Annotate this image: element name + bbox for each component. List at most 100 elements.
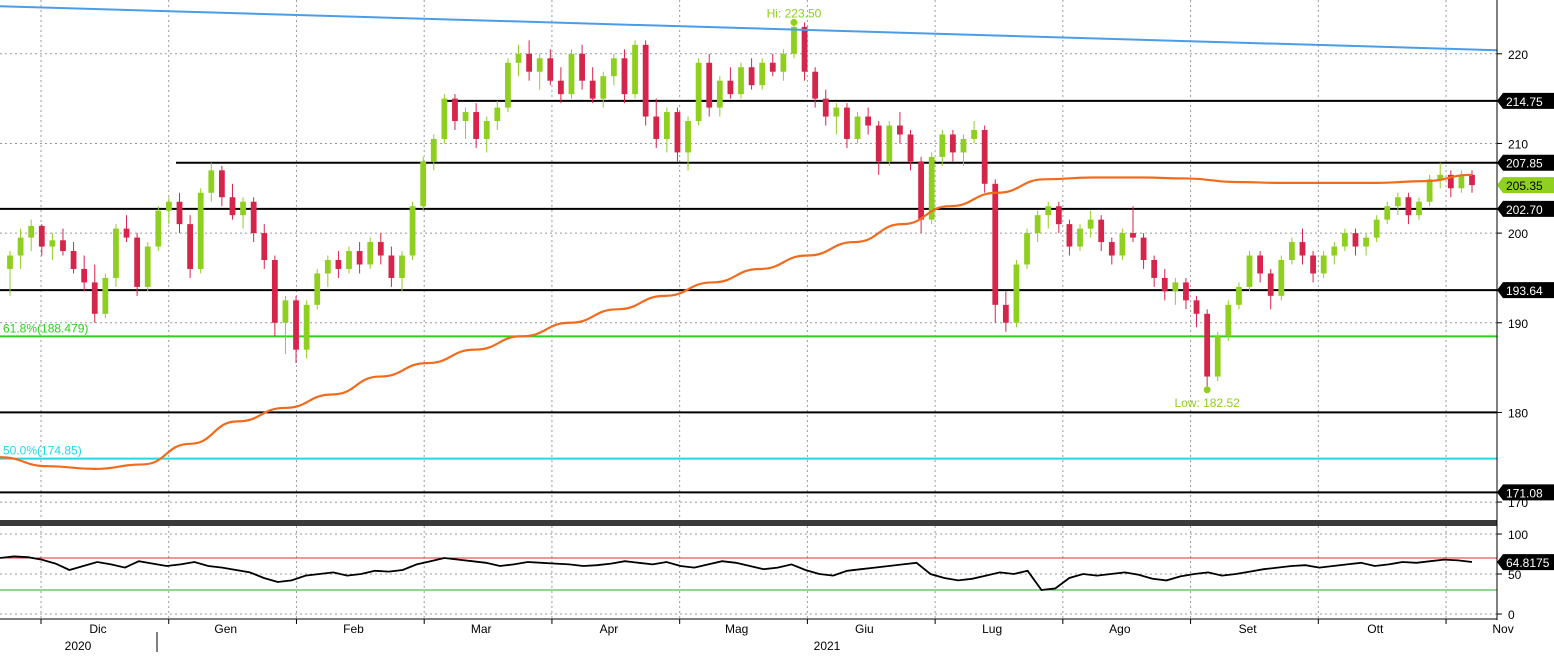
candle-down: [91, 282, 98, 314]
x-tick-label: Ott: [1367, 622, 1384, 636]
price-tag: [1497, 177, 1554, 194]
candle-down: [1405, 197, 1412, 216]
candle-down: [1130, 233, 1136, 238]
candle-up: [430, 138, 437, 162]
x-tick-label: Gen: [214, 622, 237, 636]
candle-down: [642, 44, 649, 117]
candle-down: [473, 112, 480, 139]
candle-down: [388, 255, 395, 278]
candle-down: [38, 225, 45, 247]
candle-down: [1140, 237, 1147, 260]
candle-up: [483, 121, 490, 139]
candle-up: [536, 58, 543, 72]
fib-50-label: 50.0%(174.85): [3, 444, 82, 458]
candle-up: [1119, 233, 1126, 256]
y-tick-label: 220: [1508, 48, 1528, 62]
candle-down: [1352, 233, 1359, 247]
candle-up: [1289, 242, 1295, 260]
candle-up: [1087, 219, 1094, 229]
year-label: 2021: [814, 639, 841, 653]
candle-up: [1024, 233, 1030, 265]
candle-down: [907, 134, 914, 162]
candle-up: [1426, 179, 1433, 202]
candle-down: [176, 201, 183, 225]
candle-up: [1394, 197, 1401, 207]
high-marker: [790, 18, 798, 26]
candle-down: [621, 58, 628, 95]
candle-down: [844, 107, 850, 139]
candle-down: [1447, 174, 1454, 189]
candle-down: [981, 130, 988, 184]
candle-up: [1458, 174, 1465, 189]
candle-up: [399, 255, 405, 278]
y-tick-label: 180: [1508, 406, 1528, 420]
candle-up: [1225, 304, 1232, 337]
price-tag-label: 171.08: [1506, 486, 1543, 500]
candle-down: [218, 170, 225, 198]
candle-down: [769, 62, 776, 72]
candle-up: [1278, 260, 1285, 296]
candle-down: [1002, 304, 1009, 323]
price-tag: [1497, 282, 1554, 299]
year-label: 2020: [65, 639, 92, 653]
candle-up: [759, 62, 766, 86]
price-tag-label: 202.70: [1506, 203, 1543, 217]
candle-up: [685, 121, 691, 153]
candle-down: [1183, 282, 1189, 301]
moving-average-line: [0, 173, 1473, 470]
candle-down: [1161, 277, 1168, 292]
price-tag-label: 214.75: [1506, 95, 1543, 109]
candle-up: [282, 300, 289, 323]
candle-up: [303, 304, 310, 350]
candle-up: [663, 112, 670, 139]
candle-down: [727, 80, 734, 95]
price-tag: [1497, 484, 1554, 501]
candle-up: [1331, 246, 1338, 256]
candle-up: [854, 116, 861, 139]
candle-down: [949, 134, 956, 153]
candle-up: [971, 130, 977, 139]
candles: [7, 22, 1475, 390]
candle-up: [324, 260, 331, 274]
candle-down: [60, 240, 66, 252]
candle-down: [335, 260, 342, 269]
candle-down: [589, 80, 596, 99]
price-tag: [1497, 92, 1554, 109]
candle-down: [875, 125, 882, 162]
x-tick-label: Apr: [600, 622, 619, 636]
candle-down: [1151, 260, 1158, 278]
candle-up: [833, 107, 840, 117]
candle-down: [81, 268, 88, 283]
candle-down: [1299, 242, 1306, 256]
candle-up: [113, 228, 119, 278]
candle-up: [1373, 219, 1380, 238]
candle-down: [801, 26, 808, 72]
candle-up: [738, 67, 744, 95]
candle-down: [558, 80, 564, 95]
candle-down: [897, 125, 903, 135]
chart-annotations: Hi: 223.50 Low: 182.52 61.8%(188.479) 50.0%…: [3, 6, 1240, 457]
candle-down: [1310, 255, 1316, 274]
candle-down: [1066, 224, 1073, 247]
indicator-grid: [0, 526, 1497, 618]
candle-down: [579, 53, 585, 81]
x-tick-label: Set: [1239, 622, 1258, 636]
candle-down: [1193, 300, 1200, 314]
candle-up: [1214, 336, 1221, 377]
indicator-panel: [0, 555, 1497, 591]
trend-line: [0, 5, 1498, 52]
candle-down: [1108, 242, 1115, 256]
x-tick-label: Feb: [343, 622, 364, 636]
candle-down: [992, 183, 999, 305]
moving-average-layer: [0, 173, 1473, 470]
candle-up: [568, 53, 575, 95]
high-label: Hi: 223.50: [767, 6, 822, 20]
candle-down: [748, 67, 755, 86]
candle-up: [7, 255, 13, 269]
candle-up: [928, 156, 935, 220]
candle-up: [462, 112, 469, 122]
candle-up: [1013, 264, 1020, 323]
candle-up: [155, 210, 162, 247]
